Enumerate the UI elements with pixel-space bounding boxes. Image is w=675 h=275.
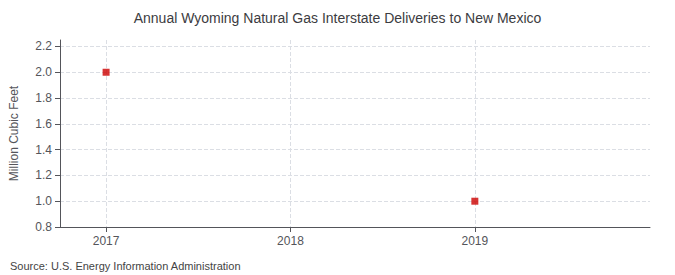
svg-text:Million Cubic Feet: Million Cubic Feet (7, 85, 21, 181)
svg-text:1.4: 1.4 (35, 143, 52, 157)
svg-text:0.8: 0.8 (35, 220, 52, 234)
svg-text:2019: 2019 (461, 234, 488, 248)
svg-text:1.0: 1.0 (35, 194, 52, 208)
svg-text:1.2: 1.2 (35, 168, 52, 182)
svg-text:2.0: 2.0 (35, 65, 52, 79)
svg-text:Source: U.S. Energy Informatio: Source: U.S. Energy Information Administ… (10, 260, 241, 272)
svg-text:2018: 2018 (277, 234, 304, 248)
svg-text:1.8: 1.8 (35, 91, 52, 105)
svg-text:2.2: 2.2 (35, 39, 52, 53)
svg-text:Annual Wyoming Natural Gas Int: Annual Wyoming Natural Gas Interstate De… (134, 10, 542, 26)
svg-text:1.6: 1.6 (35, 117, 52, 131)
svg-text:2017: 2017 (93, 234, 120, 248)
